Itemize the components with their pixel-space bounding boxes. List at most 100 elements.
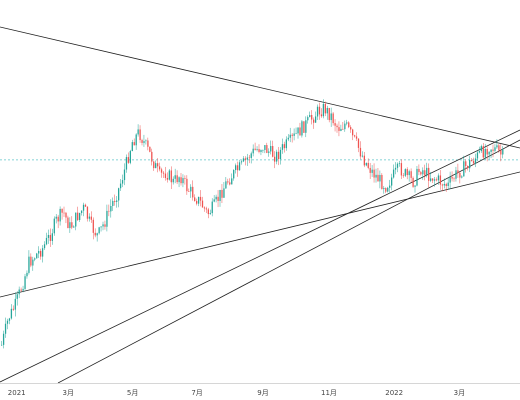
candle	[476, 150, 479, 162]
candle	[182, 174, 184, 188]
candle	[137, 124, 139, 137]
candle	[309, 111, 311, 118]
candle	[428, 163, 430, 188]
candle	[106, 204, 108, 232]
candle	[108, 204, 110, 217]
candle	[274, 151, 276, 169]
candle	[197, 196, 200, 207]
candle	[400, 159, 403, 180]
x-tick-label: 2022	[385, 389, 403, 397]
candle	[8, 317, 11, 325]
candle	[430, 171, 432, 183]
candle	[90, 211, 92, 223]
candle	[92, 217, 94, 240]
candle	[145, 139, 147, 145]
candle	[486, 145, 488, 162]
candle	[352, 128, 354, 141]
candle	[102, 221, 104, 231]
candle	[125, 154, 128, 173]
candle	[71, 216, 73, 230]
candle	[277, 146, 280, 166]
candle	[199, 190, 202, 207]
candle	[342, 121, 344, 130]
candle	[357, 138, 360, 153]
candle	[318, 102, 321, 120]
candle	[49, 228, 52, 247]
candle	[467, 165, 469, 171]
trendline-1[interactable]	[0, 26, 520, 149]
candle	[73, 225, 75, 228]
candle	[268, 148, 270, 157]
candle	[392, 164, 395, 179]
candle	[369, 162, 371, 179]
candle	[375, 168, 377, 183]
candle	[291, 133, 293, 143]
candle	[281, 138, 284, 154]
candle	[203, 206, 206, 212]
candle	[283, 141, 286, 153]
candle	[494, 143, 496, 153]
candle	[88, 213, 91, 222]
trendline-2[interactable]	[0, 171, 520, 298]
candle	[480, 144, 482, 153]
candle	[449, 171, 451, 190]
candle	[463, 155, 465, 177]
candle	[129, 149, 131, 165]
candle	[45, 232, 48, 246]
candle	[127, 152, 130, 164]
candle	[205, 206, 208, 214]
candle	[190, 184, 192, 198]
candle	[502, 146, 504, 159]
candle	[381, 173, 383, 190]
candle	[484, 143, 486, 160]
candle	[69, 217, 71, 233]
candle	[266, 142, 268, 154]
candle	[79, 212, 81, 222]
candle	[385, 187, 387, 194]
candle	[34, 257, 36, 262]
candle	[406, 167, 408, 180]
candle	[492, 144, 494, 158]
candle	[153, 160, 155, 171]
candle	[38, 246, 40, 259]
candle	[416, 165, 418, 187]
candle	[80, 210, 83, 216]
trendline-3[interactable]	[0, 129, 520, 383]
trendline-4[interactable]	[57, 139, 520, 384]
candle	[414, 184, 416, 193]
candle	[256, 146, 258, 152]
x-tick-label: 2021	[8, 389, 26, 397]
candle	[98, 226, 100, 235]
candle	[320, 108, 323, 118]
candle	[221, 184, 223, 204]
candle	[418, 164, 420, 176]
candle	[168, 169, 170, 181]
candle	[412, 176, 414, 188]
candle	[201, 196, 204, 208]
candle	[28, 250, 30, 275]
candle	[299, 122, 301, 136]
candle	[14, 292, 16, 317]
candle	[131, 139, 133, 152]
candle	[40, 248, 42, 260]
candle	[75, 212, 77, 231]
candle	[238, 159, 241, 171]
candle	[322, 99, 325, 119]
candle	[264, 145, 266, 154]
x-axis-strip	[0, 383, 520, 400]
candle	[139, 125, 141, 143]
candle	[114, 194, 116, 206]
candle	[158, 162, 161, 172]
candle	[213, 195, 215, 203]
candle	[32, 256, 34, 271]
candle	[391, 173, 393, 191]
candle	[217, 190, 219, 208]
candle	[53, 216, 55, 236]
candle	[26, 270, 28, 279]
candle	[410, 168, 412, 183]
candle	[170, 166, 172, 190]
candles-group	[1, 99, 504, 349]
candle	[162, 171, 165, 178]
